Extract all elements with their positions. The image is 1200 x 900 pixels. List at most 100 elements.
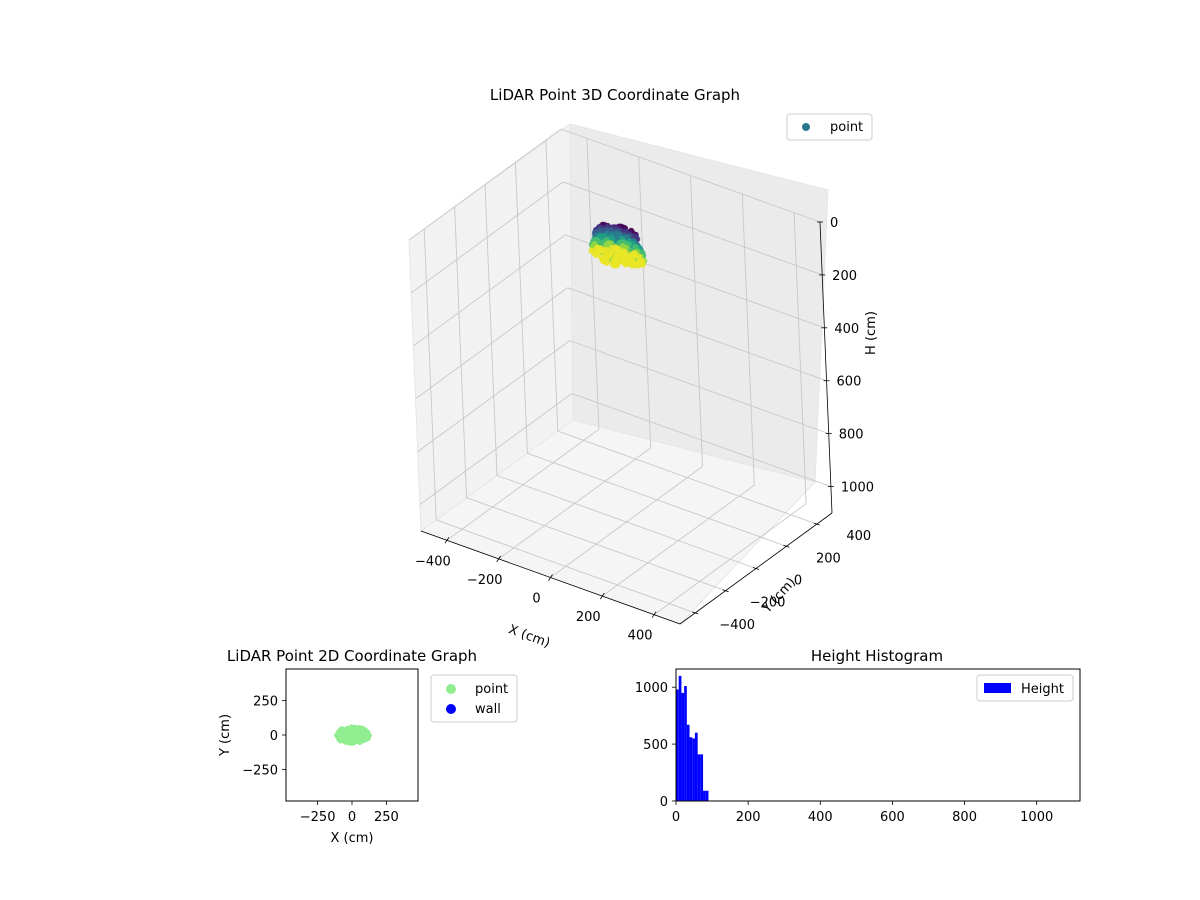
tick3d-x-label: 0 [532,592,540,607]
tick3d-x-label: 400 [628,629,653,644]
chart-3d-gridlines [408,128,832,616]
histogram-ticks: 0 200 400 600 800 1000 0 500 1000 [635,681,1053,825]
chart-histogram: Height Histogram 0 200 400 600 800 1000 0 500 10… [635,647,1081,825]
chart-3d: LiDAR Point 3D Coordinate Graph −400 −200… [408,86,879,651]
grid3d-x-back [690,175,703,467]
cluster2d-point [361,726,367,733]
histogram-bar [678,675,682,801]
chart-3d-legend-frame [786,113,873,141]
histogram-legend-frame [976,674,1074,702]
cluster2d-point [364,734,370,740]
tick3d-y-label: −400 [719,618,755,633]
cluster2d-point [350,730,356,737]
chart-3d-title: LiDAR Point 3D Coordinate Graph [490,86,740,104]
histogram-bar [676,689,679,801]
cluster3d-point [632,244,639,251]
tick3d-y [783,544,790,548]
tick3d-x-label: −400 [415,554,451,569]
tick2d-y-label: 250 [253,695,278,710]
tick3d-z-label: 400 [834,322,859,337]
grid3d-z-left [410,181,564,294]
cluster3d-point [605,240,612,247]
histogram-bar [700,754,704,801]
cluster3d-point [593,251,600,259]
tick3d-y-label: 200 [816,551,841,566]
histogram-bar [684,686,687,801]
cluster3d-point [615,246,623,253]
cluster3d-point [602,246,609,254]
tick2d-x-label: −250 [300,810,336,825]
tick2d-y-label: 0 [270,729,278,744]
grid3d-y-left [454,206,468,498]
grid3d-z-left [417,340,570,452]
grid3d-z-left [419,393,573,505]
cluster2d-point [354,725,360,731]
cluster3d-point [597,245,604,252]
histogram-tick-x-label: 0 [672,810,680,825]
chart-2d-legend-marker-point [446,684,456,694]
grid3d-z-left [413,234,566,347]
cluster3d-point [599,256,606,264]
cluster2d-point [344,733,350,739]
histogram-tick-y-label: 0 [660,795,668,810]
tick3d-y-label: 0 [794,574,802,589]
tick3d-y-label: −200 [750,596,786,611]
tick3d-z-label: 200 [832,269,857,284]
grid3d-y-floor [557,430,817,525]
cluster3d-point [613,261,621,268]
histogram-bars [676,675,709,801]
tick3d-x [599,592,605,600]
histogram-tick-x-label: 400 [808,810,833,825]
tick3d-x [548,574,553,581]
tick2d-x-label: 0 [348,810,356,825]
cluster2d-point [334,732,340,738]
tick3d-y [752,567,760,570]
cluster2d-point [355,738,361,745]
histogram-title: Height Histogram [811,647,943,665]
histogram-bar [681,692,685,801]
chart-3d-zlabel: H (cm) [864,311,879,355]
grid3d-y-floor [496,475,757,569]
chart-2d-legend: point wall [430,674,518,723]
chart-2d-xlabel: X (cm) [331,831,374,846]
grid3d-y-floor [527,452,787,547]
chart-2d-legend-label-wall: wall [475,702,501,717]
histogram-bar [705,790,709,801]
cluster3d-point [610,248,617,256]
cluster2d-point [339,727,345,734]
cluster3d-point [626,257,633,265]
cluster2d-point [339,736,345,742]
histogram-legend-label: Height [1021,682,1064,697]
grid3d-z-left [415,287,568,400]
histogram-tick-x-label: 1000 [1020,810,1053,825]
tick3d-z-label: 1000 [841,481,874,496]
chart-3d-point-cluster [588,221,648,269]
histogram-tick-y-label: 500 [643,738,668,753]
chart-3d-legend-label-point: point [830,120,863,135]
cluster3d-point [632,261,639,268]
tick3d-x-label: −200 [467,573,503,588]
histogram-bar [692,738,695,801]
grid3d-y-floor [466,497,726,592]
tick3d-y [722,589,729,593]
cluster3d-point [605,252,612,259]
cluster2d-point [344,727,350,733]
chart-3d-tick-marks [420,221,834,625]
cluster3d-point [639,261,646,268]
chart-2d: LiDAR Point 2D Coordinate Graph −250 0 250… [218,647,518,846]
chart-2d-ticks: −250 0 250 −250 0 250 [242,695,399,825]
tick3d-y [813,522,820,526]
grid3d-z-back [569,340,829,435]
cluster3d-point [635,253,643,261]
histogram-legend: Height [976,674,1074,702]
cluster3d-point [621,249,628,257]
chart-2d-point-cluster [334,724,372,746]
chart-2d-ylabel: Y (cm) [218,714,233,757]
tick3d-y-label: 400 [846,529,871,544]
grid3d-z-back [571,393,832,487]
tick3d-z-label: 0 [830,216,838,231]
grid3d-z-back [563,181,823,276]
tick3d-z-label: 800 [839,428,864,443]
histogram-bar [694,732,698,801]
